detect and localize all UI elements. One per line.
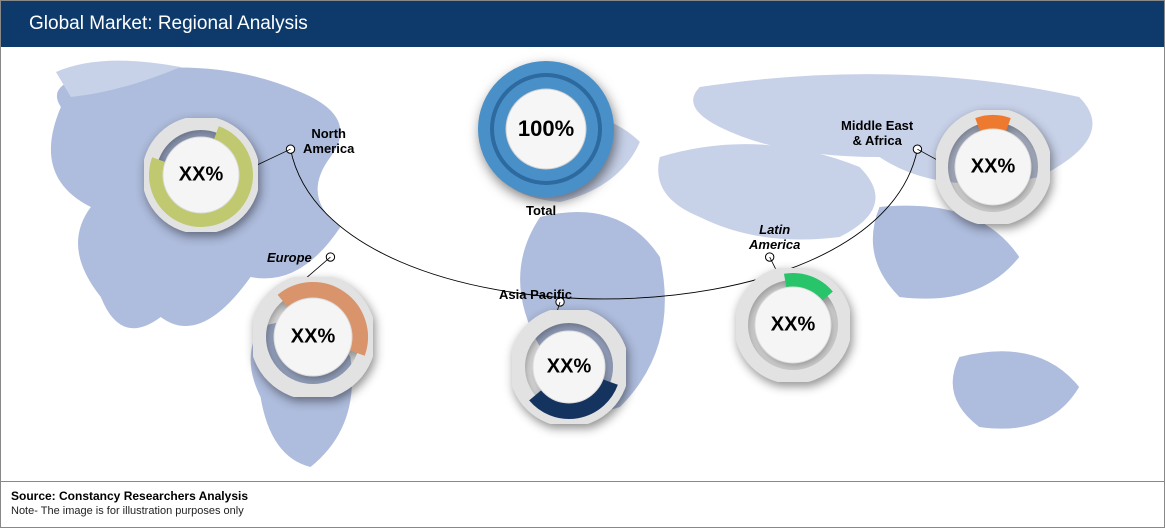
footer: Source: Constancy Researchers Analysis N… — [1, 481, 1164, 527]
region-badge-north-america: XX% — [144, 118, 258, 232]
total-caption: Total — [526, 203, 556, 218]
footer-note: Note- The image is for illustration purp… — [11, 504, 1154, 519]
region-value-north-america: XX% — [179, 164, 223, 187]
header-bar: Global Market: Regional Analysis — [1, 1, 1164, 47]
region-label-europe: Europe — [267, 251, 312, 266]
region-label-north-america: NorthAmerica — [303, 127, 354, 157]
footer-source: Source: Constancy Researchers Analysis — [11, 488, 1154, 504]
region-badge-latin-america: XX% — [736, 268, 850, 382]
region-value-europe: XX% — [291, 326, 335, 349]
region-badge-mea: XX% — [936, 110, 1050, 224]
header-title: Global Market: Regional Analysis — [29, 13, 308, 34]
region-label-mea: Middle East& Africa — [841, 119, 913, 149]
map-area: 100% Total XX% XX% XX% XX% XX% NorthAmer… — [1, 47, 1164, 483]
region-value-asia-pacific: XX% — [547, 356, 591, 379]
region-badge-asia-pacific: XX% — [512, 310, 626, 424]
region-value-latin-america: XX% — [771, 314, 815, 337]
chart-frame: Global Market: Regional Analysis 100% To… — [0, 0, 1165, 528]
total-value: 100% — [518, 116, 574, 142]
region-label-asia-pacific: Asia Pacific — [499, 288, 572, 303]
region-badge-europe: XX% — [253, 277, 373, 397]
total-badge: 100% — [478, 61, 614, 197]
region-value-mea: XX% — [971, 156, 1015, 179]
region-label-latin-america: LatinAmerica — [749, 223, 800, 253]
